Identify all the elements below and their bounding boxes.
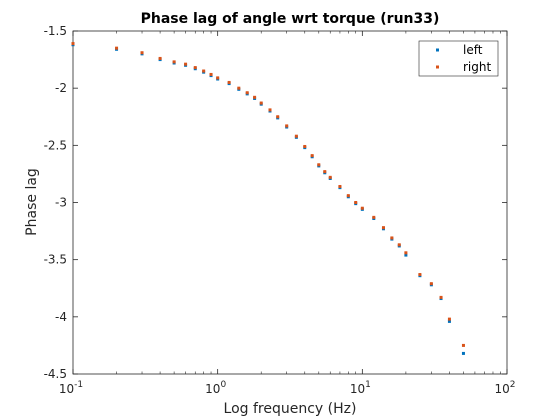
y-axis: -1.5 -2 -2.5 -3 -3.5 -4 -4.5: [44, 24, 507, 381]
y-tick-label: -4.5: [44, 367, 67, 381]
legend-marker-left: [436, 48, 439, 52]
legend: left right: [418, 40, 499, 77]
data-point-right: [328, 175, 332, 179]
x-tick-label: 101: [350, 380, 371, 396]
data-point-right: [227, 80, 231, 84]
data-point-right: [418, 273, 422, 277]
data-point-left: [447, 319, 451, 323]
data-point-right: [338, 184, 342, 188]
data-point-right: [397, 243, 401, 247]
data-point-right: [294, 134, 298, 138]
data-point-right: [202, 69, 206, 73]
x-tick-label: 10-1: [59, 380, 83, 396]
x-tick-label: 100: [205, 380, 226, 396]
plot-area: [72, 30, 508, 375]
data-point-right: [429, 282, 433, 286]
data-point-right: [317, 163, 321, 167]
y-tick-label: -1.5: [44, 24, 67, 38]
data-point-right: [140, 51, 144, 55]
data-point-right: [461, 343, 465, 347]
y-tick-label: -4: [55, 310, 67, 324]
data-point-left: [404, 253, 408, 257]
data-points: [71, 42, 465, 355]
chart-title: Phase lag of angle wrt torque (run33): [141, 11, 440, 27]
data-point-right: [209, 72, 213, 76]
data-point-right: [354, 201, 358, 204]
data-point-right: [439, 295, 443, 299]
legend-label-right: right: [463, 60, 491, 74]
data-point-right: [253, 95, 257, 99]
data-point-right: [158, 56, 162, 60]
data-point-right: [71, 42, 75, 46]
data-point-right: [372, 215, 376, 219]
data-point-right: [381, 226, 385, 230]
data-point-right: [310, 154, 314, 158]
y-axis-label: Phase lag: [24, 168, 40, 236]
data-point-right: [193, 66, 197, 70]
data-point-right: [184, 62, 188, 66]
y-tick-label: -3: [55, 196, 67, 210]
data-point-right: [390, 236, 394, 240]
data-point-left: [461, 351, 465, 355]
y-tick-label: -3.5: [44, 253, 67, 267]
data-point-right: [303, 144, 307, 148]
data-point-right: [447, 317, 451, 321]
legend-marker-right: [436, 65, 439, 69]
data-point-right: [268, 108, 272, 112]
data-point-right: [259, 101, 263, 105]
data-point-right: [172, 60, 176, 64]
x-axis: 10-1 100 101 102: [59, 31, 516, 396]
data-point-right: [285, 124, 289, 128]
data-point-right: [216, 76, 220, 80]
data-point-right: [346, 194, 350, 198]
data-point-right: [237, 86, 241, 90]
legend-box: [418, 40, 499, 77]
data-point-right: [276, 115, 280, 119]
x-tick-label: 102: [494, 380, 515, 396]
series-right: [71, 42, 465, 347]
data-point-right: [115, 46, 119, 50]
y-tick-label: -2.5: [44, 138, 67, 152]
y-tick-label: -2: [55, 81, 67, 95]
data-point-right: [404, 251, 408, 255]
x-axis-label: Log frequency (Hz): [224, 401, 357, 417]
data-point-right: [360, 206, 364, 210]
data-point-right: [245, 91, 249, 95]
legend-label-left: left: [463, 43, 483, 57]
data-point-right: [323, 170, 327, 174]
